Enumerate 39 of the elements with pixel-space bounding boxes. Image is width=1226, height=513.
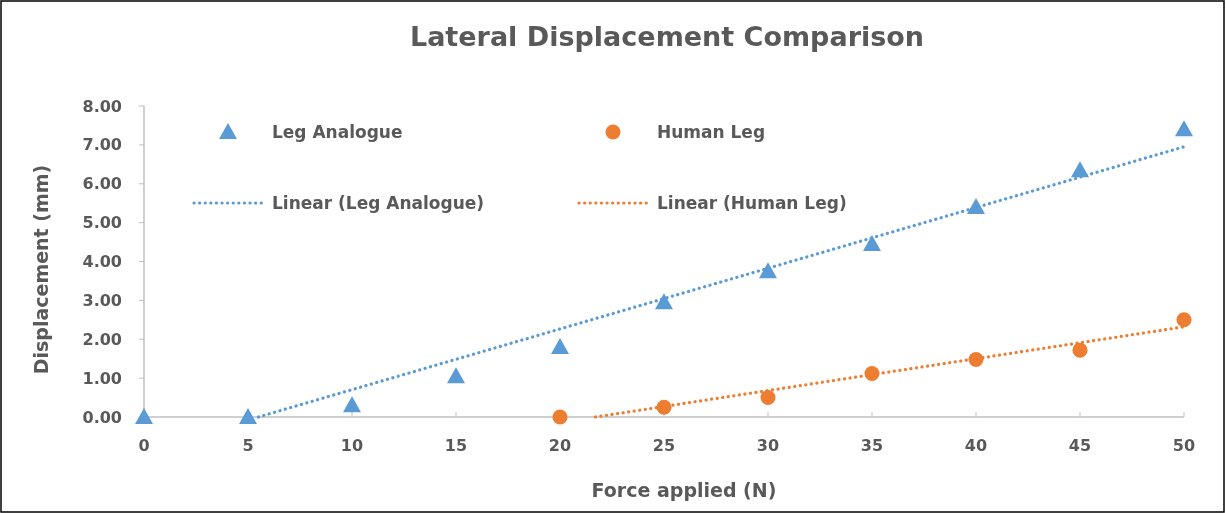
point [135, 408, 153, 424]
point [1072, 342, 1088, 358]
y-tick-label: 4.00 [82, 252, 122, 272]
point [552, 409, 568, 425]
x-tick-label: 5 [242, 436, 254, 455]
point [863, 235, 881, 252]
y-tick-label: 6.00 [82, 174, 122, 194]
point [447, 367, 465, 384]
y-tick-label: 1.00 [82, 368, 122, 388]
x-tick-label: 0 [138, 436, 150, 455]
x-tick-label: 40 [964, 436, 988, 455]
legend-label: Linear (Human Leg) [657, 192, 847, 213]
y-tick-label: 5.00 [82, 213, 122, 233]
legend-label: Linear (Leg Analogue) [272, 192, 485, 213]
point [239, 408, 257, 424]
point [655, 293, 673, 310]
y-axis-title: Displacement (mm) [30, 164, 52, 375]
x-tick-label: 25 [652, 436, 676, 455]
y-tick-label: 8.00 [82, 96, 122, 116]
chart-title: Lateral Displacement Comparison [409, 21, 925, 52]
point [1176, 312, 1192, 328]
legend-label: Human Leg [657, 121, 766, 142]
x-tick-label: 20 [548, 436, 572, 455]
x-tick-label: 10 [340, 436, 364, 455]
point [343, 396, 361, 413]
x-tick-label: 35 [860, 436, 884, 455]
y-tick-label: 2.00 [82, 329, 122, 349]
x-axis-title: Force applied (N) [591, 479, 777, 501]
x-tick-label: 45 [1068, 436, 1092, 455]
x-tick-label: 50 [1172, 436, 1196, 455]
x-tick-label: 15 [444, 436, 468, 455]
y-tick-label: 0.00 [82, 407, 122, 427]
x-tick-label: 30 [756, 436, 780, 455]
y-tick-label: 3.00 [82, 290, 122, 310]
point [1175, 120, 1193, 137]
point [760, 390, 776, 406]
legend-label: Leg Analogue [272, 121, 403, 142]
y-tick-label: 7.00 [82, 135, 122, 155]
point [551, 338, 569, 355]
